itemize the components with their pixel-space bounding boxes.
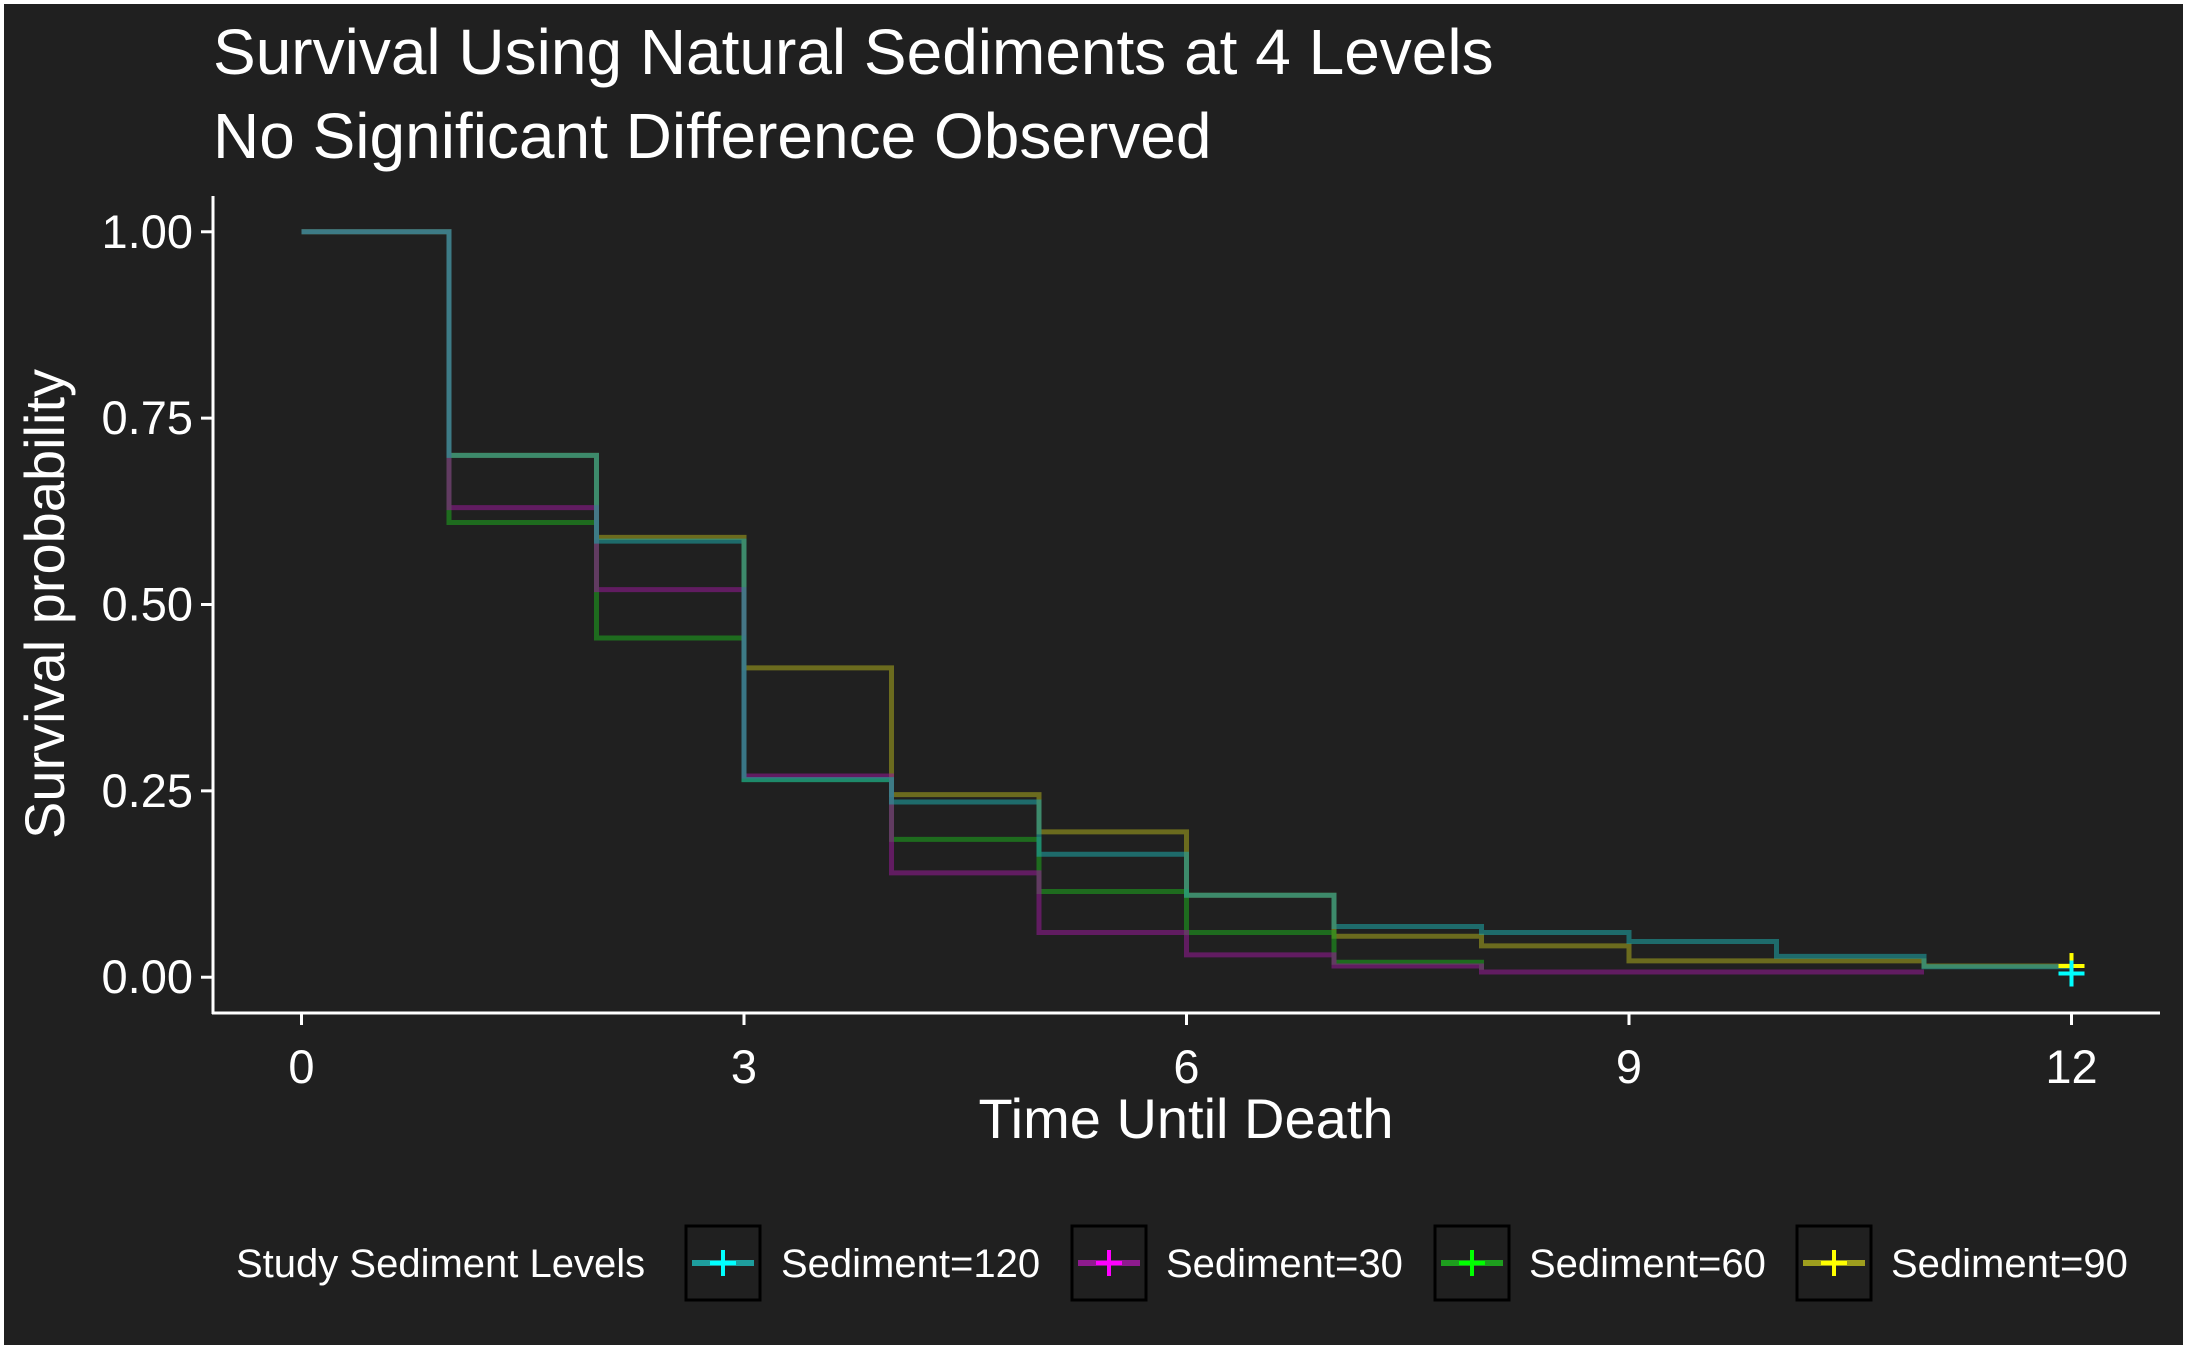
x-tick-label: 6 [1173,1040,1199,1093]
x-tick-label: 0 [288,1040,314,1093]
legend-key [1795,1224,1873,1302]
legend-item: Sediment=60 [1433,1224,1766,1302]
x-axis-title: Time Until Death [979,1087,1394,1150]
y-axis-title: Survival probability [13,369,76,839]
legend-key [1070,1224,1148,1302]
axes [201,196,2160,1025]
legend-item: Sediment=30 [1070,1224,1403,1302]
legend-key [1433,1224,1511,1302]
series-layer [301,229,2085,987]
plot-background [4,4,2183,1345]
y-tick-label: 0.00 [102,950,193,1003]
chart-subtitle: No Significant Difference Observed [213,100,1211,172]
series-line [301,229,2072,970]
series-line [301,229,1924,975]
tick-labels: 0.00 0.25 0.50 0.75 1.00 0 3 6 9 12 [102,205,2098,1093]
legend-label: Sediment=90 [1891,1242,2128,1286]
y-tick-label: 0.50 [102,578,193,631]
legend-label: Sediment=60 [1529,1242,1766,1286]
x-tick-label: 12 [2045,1040,2097,1093]
censor-mark [2058,960,2085,987]
legend-item: Sediment=120 [684,1224,1040,1302]
y-tick-label: 0.75 [102,391,193,444]
legend-key [684,1224,762,1302]
legend-item: Sediment=90 [1795,1224,2128,1302]
legend-label: Sediment=120 [781,1242,1040,1286]
legend-title: Study Sediment Levels [236,1242,645,1286]
legend-label: Sediment=30 [1166,1242,1403,1286]
chart-title: Survival Using Natural Sediments at 4 Le… [213,16,1494,88]
y-tick-label: 1.00 [102,205,193,258]
legend: Study Sediment Levels Sediment=120 Sedime… [236,1224,2128,1302]
x-tick-label: 9 [1616,1040,1642,1093]
y-tick-label: 0.25 [102,764,193,817]
x-tick-label: 3 [731,1040,757,1093]
